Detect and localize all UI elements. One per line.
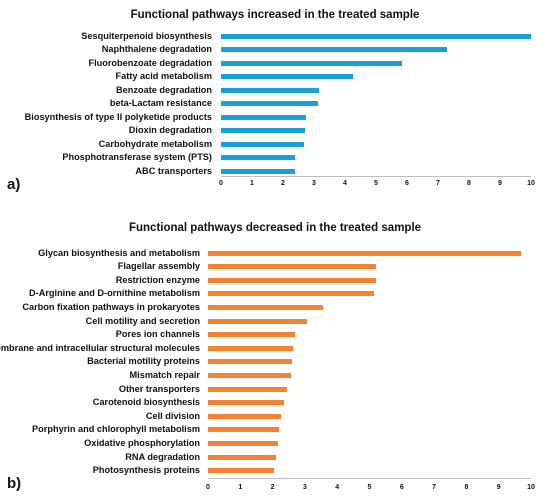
bar <box>208 454 277 460</box>
bar <box>221 47 448 52</box>
x-tick-label: 1 <box>250 180 254 187</box>
category-label: Porphyrin and chlorophyll metabolism <box>32 424 200 435</box>
x-tick-label: 0 <box>206 484 210 491</box>
x-tick-label: 10 <box>527 484 535 491</box>
category-label: Cell motility and secretion <box>85 315 200 326</box>
x-tick-label: 1 <box>238 484 243 491</box>
bar <box>208 359 292 365</box>
bar <box>208 468 275 474</box>
x-axis-line <box>221 176 531 177</box>
x-axis-line <box>208 478 531 479</box>
x-tick-label: 7 <box>432 484 437 491</box>
bar <box>208 291 375 297</box>
bar <box>208 277 376 283</box>
x-tick-label: 8 <box>464 484 469 491</box>
category-label: Biosynthesis of type II polyketide produ… <box>24 111 212 122</box>
category-label: Carbohydrate metabolism <box>98 138 212 149</box>
bar <box>208 413 281 419</box>
category-label: Fatty acid metabolism <box>115 71 213 81</box>
bar <box>208 386 288 392</box>
bar <box>208 318 307 324</box>
category-label: Sesquiterpenoid biosynthesis <box>81 30 212 41</box>
category-label: Other transporters <box>118 383 200 394</box>
bar <box>221 60 403 66</box>
x-tick-label: 9 <box>498 180 502 187</box>
category-label: Restriction enzyme <box>115 274 200 285</box>
x-tick-label: 3 <box>302 484 307 491</box>
category-label: Membrane and intracellular structural mo… <box>0 342 200 353</box>
panel-increased: Functional pathways increased in the tre… <box>0 0 550 200</box>
bar <box>221 87 319 93</box>
category-label: Mismatch repair <box>129 369 200 380</box>
x-tick-label: 3 <box>312 180 316 187</box>
category-label: Bacterial motility proteins <box>87 356 200 367</box>
category-label: Naphthalene degradation <box>101 44 212 54</box>
bar <box>221 74 353 79</box>
category-label: Carbon fixation pathways in prokaryotes <box>22 301 200 312</box>
x-tick-label: 0 <box>219 180 223 187</box>
category-label: ABC transporters <box>135 165 212 176</box>
panel-letter: a) <box>7 176 21 193</box>
x-tick-label: 5 <box>374 180 378 187</box>
bar <box>221 33 531 39</box>
category-label: Dioxin degradation <box>128 125 212 135</box>
bar <box>221 155 296 160</box>
x-tick-label: 4 <box>343 180 347 187</box>
category-label: Benzoate degradation <box>116 84 212 95</box>
bar <box>208 440 279 446</box>
bar <box>208 332 296 338</box>
category-label: Cell division <box>145 410 200 421</box>
chart-title: Functional pathways decreased in the tre… <box>128 222 422 234</box>
category-label: Glycan biosynthesis and metabolism <box>38 247 200 258</box>
x-tick-label: 6 <box>399 484 404 491</box>
bar <box>221 168 295 174</box>
x-tick-label: 2 <box>270 484 275 491</box>
bar <box>208 345 293 351</box>
category-label: Phosphotransferase system (PTS) <box>62 152 212 162</box>
category-label: Photosynthesis proteins <box>92 465 200 476</box>
bar <box>208 304 323 310</box>
bar <box>208 372 292 378</box>
x-tick-label: 5 <box>367 484 372 491</box>
category-label: beta-Lactam resistance <box>109 98 212 108</box>
x-tick-label: 10 <box>527 180 535 187</box>
bar <box>221 128 305 133</box>
bar <box>208 250 522 256</box>
category-label: Pores ion channels <box>115 329 200 340</box>
bar <box>208 264 376 270</box>
x-tick-label: 4 <box>335 484 340 491</box>
bar <box>221 101 318 106</box>
category-label: Flagellar assembly <box>117 261 200 272</box>
category-label: RNA degradation <box>125 451 200 462</box>
bar <box>208 427 280 433</box>
category-label: Fluorobenzoate degradation <box>88 57 212 68</box>
bar <box>221 141 305 147</box>
bar <box>208 400 284 406</box>
x-tick-label: 8 <box>467 180 471 187</box>
x-tick-label: 6 <box>405 180 409 187</box>
x-tick-label: 9 <box>496 484 501 491</box>
bar <box>221 114 307 120</box>
panel-letter: b) <box>7 475 22 492</box>
x-tick-label: 7 <box>436 180 440 187</box>
category-label: D-Arginine and D-ornithine metabolism <box>29 288 200 299</box>
category-label: Oxidative phosphorylation <box>84 437 200 448</box>
chart-title: Functional pathways increased in the tre… <box>130 9 420 21</box>
category-label: Carotenoid biosynthesis <box>92 397 200 408</box>
x-tick-label: 2 <box>281 180 285 187</box>
